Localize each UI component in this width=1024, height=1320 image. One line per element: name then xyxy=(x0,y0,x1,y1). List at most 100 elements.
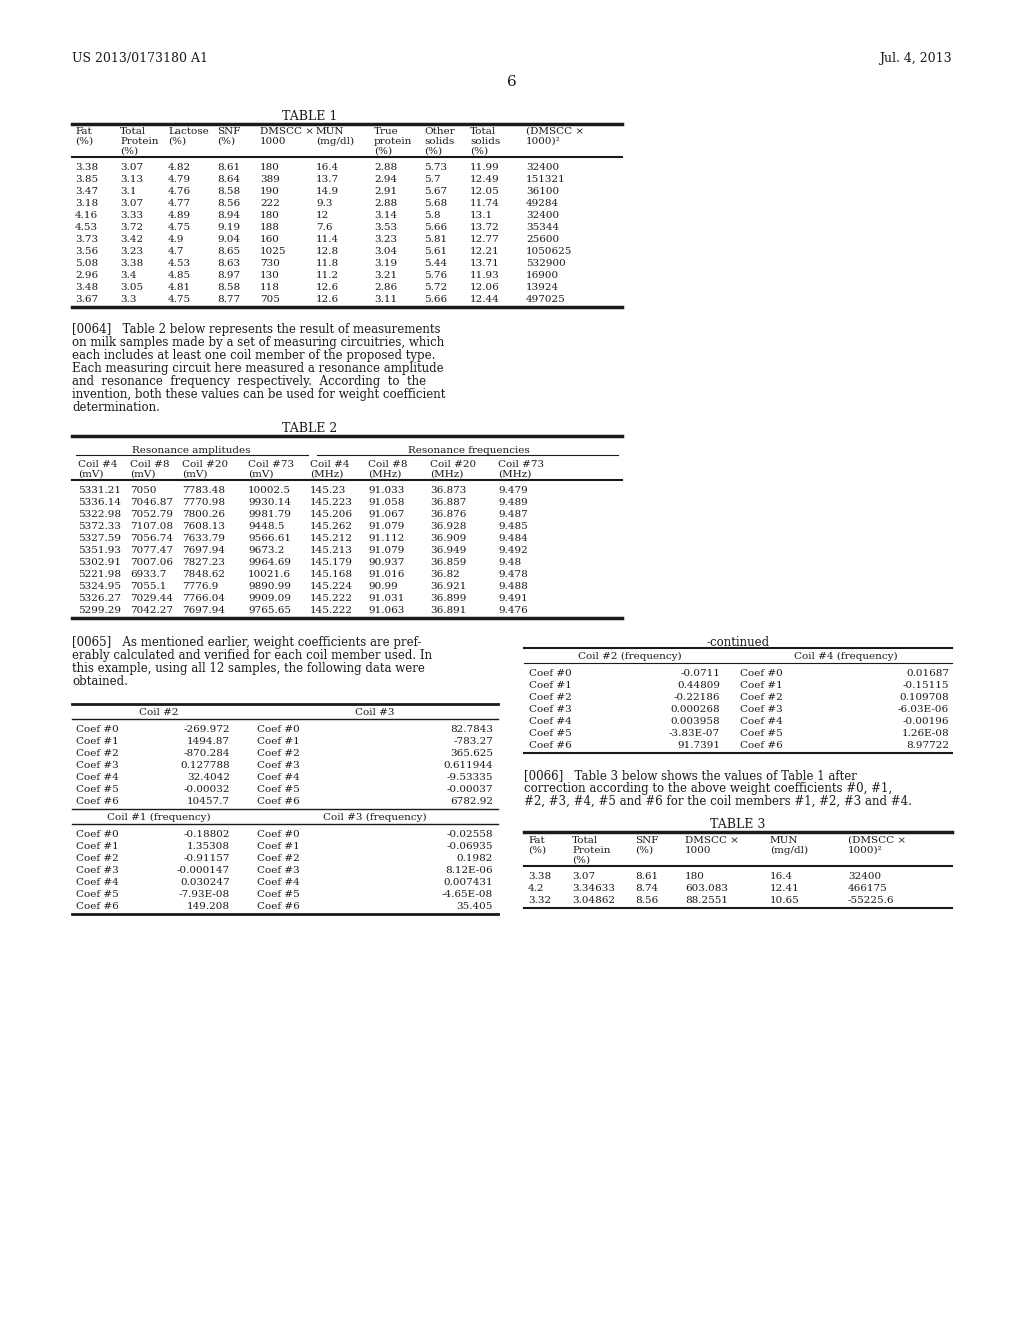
Text: 145.222: 145.222 xyxy=(310,606,353,615)
Text: -269.972: -269.972 xyxy=(183,725,230,734)
Text: 3.05: 3.05 xyxy=(120,282,143,292)
Text: DMSCC ×: DMSCC × xyxy=(685,836,739,845)
Text: Resonance amplitudes: Resonance amplitudes xyxy=(132,446,250,455)
Text: 5322.98: 5322.98 xyxy=(78,510,121,519)
Text: 36.949: 36.949 xyxy=(430,546,466,554)
Text: Coef #3: Coef #3 xyxy=(76,866,119,875)
Text: 3.21: 3.21 xyxy=(374,271,397,280)
Text: and  resonance  frequency  respectively.  According  to  the: and resonance frequency respectively. Ac… xyxy=(72,375,426,388)
Text: Coef #4: Coef #4 xyxy=(76,774,119,781)
Text: Coef #0: Coef #0 xyxy=(76,725,119,734)
Text: -7.93E-08: -7.93E-08 xyxy=(179,890,230,899)
Text: (mg/dl): (mg/dl) xyxy=(770,846,808,855)
Text: 5.68: 5.68 xyxy=(424,199,447,209)
Text: 1025: 1025 xyxy=(260,247,287,256)
Text: Coef #4: Coef #4 xyxy=(76,878,119,887)
Text: 9964.69: 9964.69 xyxy=(248,558,291,568)
Text: 2.88: 2.88 xyxy=(374,199,397,209)
Text: 13.72: 13.72 xyxy=(470,223,500,232)
Text: Coef #6: Coef #6 xyxy=(740,741,782,750)
Text: 90.99: 90.99 xyxy=(368,582,397,591)
Text: 91.058: 91.058 xyxy=(368,498,404,507)
Text: 8.56: 8.56 xyxy=(217,199,240,209)
Text: 180: 180 xyxy=(260,211,280,220)
Text: 3.04862: 3.04862 xyxy=(572,896,615,906)
Text: 25600: 25600 xyxy=(526,235,559,244)
Text: 32400: 32400 xyxy=(526,211,559,220)
Text: 3.48: 3.48 xyxy=(75,282,98,292)
Text: 8.65: 8.65 xyxy=(217,247,240,256)
Text: 5.44: 5.44 xyxy=(424,259,447,268)
Text: Coef #2: Coef #2 xyxy=(76,854,119,863)
Text: Coil #73: Coil #73 xyxy=(248,459,294,469)
Text: invention, both these values can be used for weight coefficient: invention, both these values can be used… xyxy=(72,388,445,401)
Text: True: True xyxy=(374,127,398,136)
Text: 3.11: 3.11 xyxy=(374,294,397,304)
Text: Lactose: Lactose xyxy=(168,127,209,136)
Text: (%): (%) xyxy=(470,147,488,156)
Text: 9.489: 9.489 xyxy=(498,498,527,507)
Text: [0064]   Table 2 below represents the result of measurements: [0064] Table 2 below represents the resu… xyxy=(72,323,440,337)
Text: 8.12E-06: 8.12E-06 xyxy=(445,866,493,875)
Text: Coef #5: Coef #5 xyxy=(257,890,300,899)
Text: 5.8: 5.8 xyxy=(424,211,440,220)
Text: 3.38: 3.38 xyxy=(528,873,551,880)
Text: 7633.79: 7633.79 xyxy=(182,535,225,543)
Text: -0.0711: -0.0711 xyxy=(680,669,720,678)
Text: 6: 6 xyxy=(507,75,517,88)
Text: 82.7843: 82.7843 xyxy=(450,725,493,734)
Text: 0.003958: 0.003958 xyxy=(671,717,720,726)
Text: TABLE 3: TABLE 3 xyxy=(711,818,766,832)
Text: 11.8: 11.8 xyxy=(316,259,339,268)
Text: 7055.1: 7055.1 xyxy=(130,582,166,591)
Text: 7056.74: 7056.74 xyxy=(130,535,173,543)
Text: 4.9: 4.9 xyxy=(168,235,184,244)
Text: 5.81: 5.81 xyxy=(424,235,447,244)
Text: 389: 389 xyxy=(260,176,280,183)
Text: 8.61: 8.61 xyxy=(217,162,240,172)
Text: 7.6: 7.6 xyxy=(316,223,333,232)
Text: Protein: Protein xyxy=(572,846,610,855)
Text: 0.01687: 0.01687 xyxy=(906,669,949,678)
Text: 1494.87: 1494.87 xyxy=(187,737,230,746)
Text: 1050625: 1050625 xyxy=(526,247,572,256)
Text: 7697.94: 7697.94 xyxy=(182,606,225,615)
Text: (mg/dl): (mg/dl) xyxy=(316,137,354,147)
Text: 3.1: 3.1 xyxy=(120,187,136,195)
Text: 11.99: 11.99 xyxy=(470,162,500,172)
Text: Coil #4 (frequency): Coil #4 (frequency) xyxy=(795,652,898,661)
Text: 190: 190 xyxy=(260,187,280,195)
Text: 8.97722: 8.97722 xyxy=(906,741,949,750)
Text: 0.030247: 0.030247 xyxy=(180,878,230,887)
Text: 8.58: 8.58 xyxy=(217,282,240,292)
Text: SNF: SNF xyxy=(635,836,658,845)
Text: 532900: 532900 xyxy=(526,259,565,268)
Text: 12: 12 xyxy=(316,211,330,220)
Text: 4.16: 4.16 xyxy=(75,211,98,220)
Text: (DMSCC ×: (DMSCC × xyxy=(848,836,906,845)
Text: 151321: 151321 xyxy=(526,176,565,183)
Text: 0.611944: 0.611944 xyxy=(443,762,493,770)
Text: 5.72: 5.72 xyxy=(424,282,447,292)
Text: 0.109708: 0.109708 xyxy=(899,693,949,702)
Text: 145.168: 145.168 xyxy=(310,570,353,579)
Text: 145.179: 145.179 xyxy=(310,558,353,568)
Text: 5.76: 5.76 xyxy=(424,271,447,280)
Text: obtained.: obtained. xyxy=(72,675,128,688)
Text: TABLE 2: TABLE 2 xyxy=(283,422,338,436)
Text: US 2013/0173180 A1: US 2013/0173180 A1 xyxy=(72,51,208,65)
Text: 7697.94: 7697.94 xyxy=(182,546,225,554)
Text: 12.77: 12.77 xyxy=(470,235,500,244)
Text: Fat: Fat xyxy=(75,127,92,136)
Text: 8.97: 8.97 xyxy=(217,271,240,280)
Text: 730: 730 xyxy=(260,259,280,268)
Text: Resonance frequencies: Resonance frequencies xyxy=(408,446,529,455)
Text: (mV): (mV) xyxy=(78,470,103,479)
Text: 3.4: 3.4 xyxy=(120,271,136,280)
Text: 7029.44: 7029.44 xyxy=(130,594,173,603)
Text: 32400: 32400 xyxy=(848,873,881,880)
Text: 6933.7: 6933.7 xyxy=(130,570,166,579)
Text: 9448.5: 9448.5 xyxy=(248,521,285,531)
Text: Coef #6: Coef #6 xyxy=(76,902,119,911)
Text: 3.3: 3.3 xyxy=(120,294,136,304)
